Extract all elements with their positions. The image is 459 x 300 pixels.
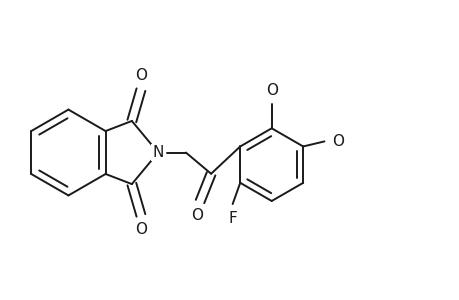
Text: N: N bbox=[152, 145, 163, 160]
Text: O: O bbox=[134, 68, 146, 83]
Text: F: F bbox=[228, 211, 236, 226]
Text: O: O bbox=[332, 134, 344, 149]
Text: O: O bbox=[265, 83, 277, 98]
Text: O: O bbox=[191, 208, 203, 223]
Text: O: O bbox=[134, 222, 146, 237]
